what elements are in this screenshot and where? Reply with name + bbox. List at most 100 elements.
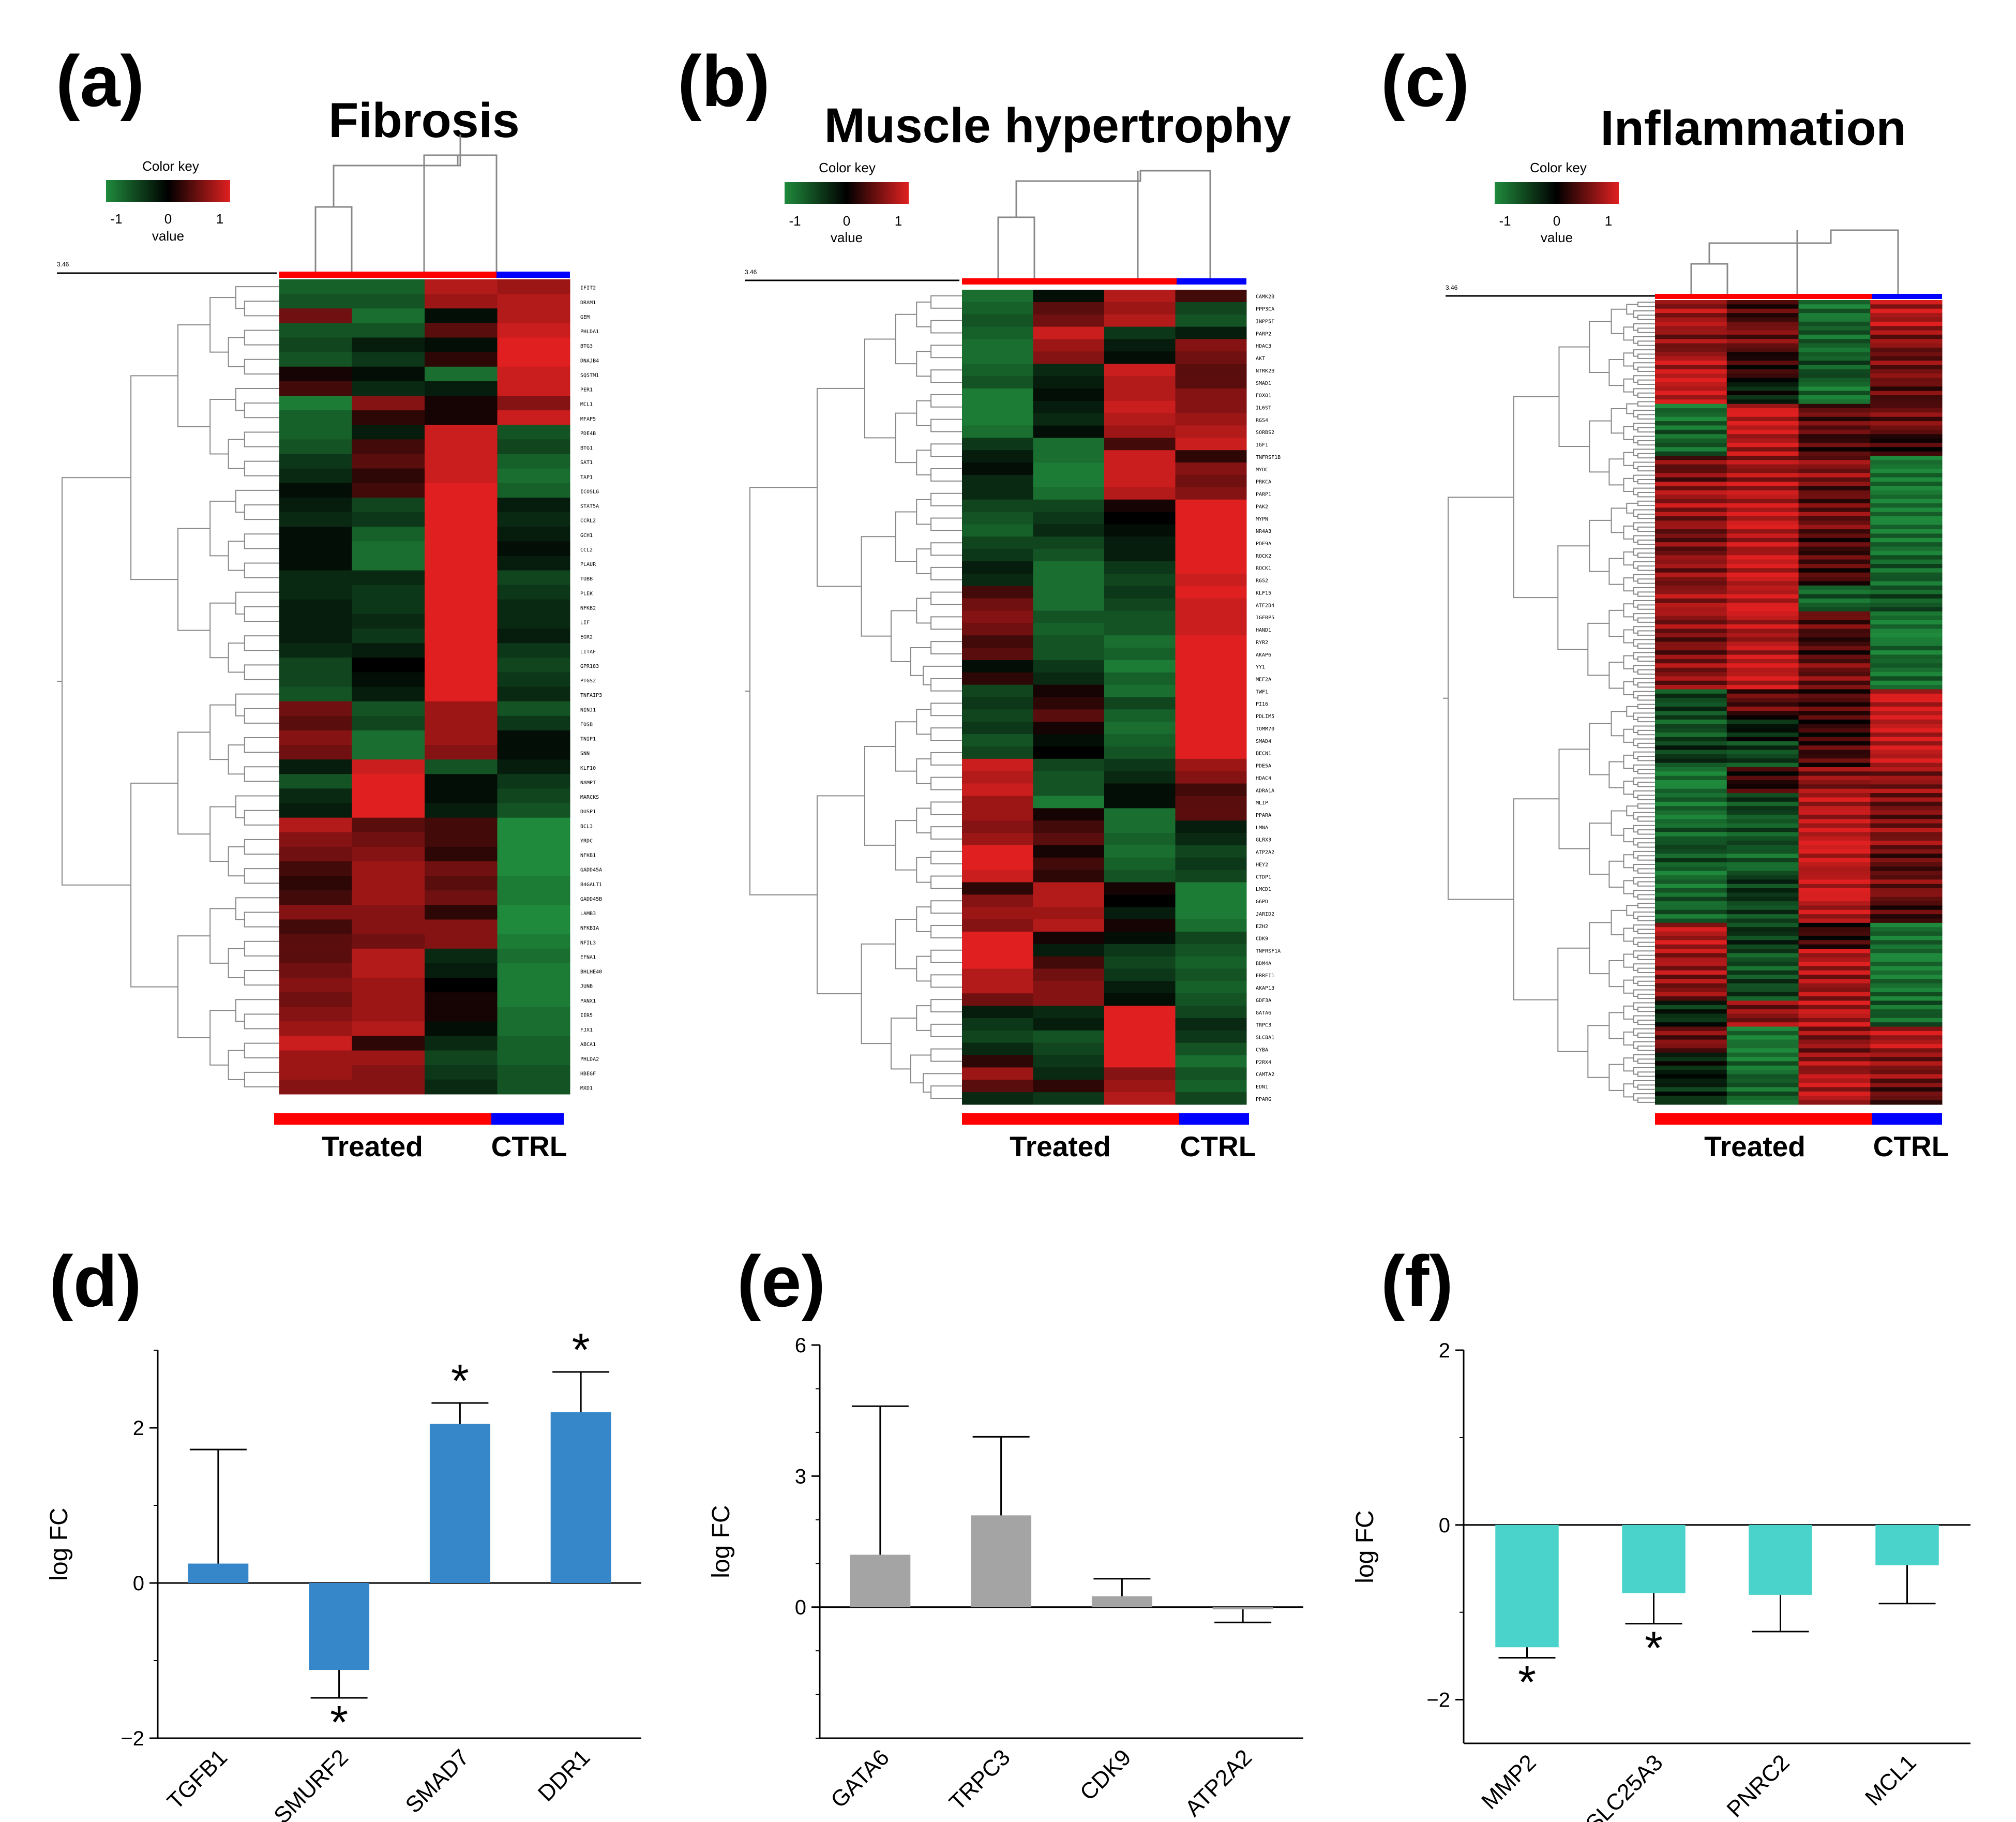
heatmap-cell [1870, 819, 1943, 824]
heatmap-cell [279, 774, 352, 789]
heatmap-row-label: AKAP13 [1256, 985, 1274, 991]
category-label: SMURF2 [269, 1744, 353, 1822]
panel-a-title: Fibrosis [328, 93, 520, 148]
heatmap-cell [1175, 833, 1247, 846]
heatmap-cell [1033, 1055, 1105, 1068]
heatmap-cell [1655, 477, 1727, 482]
heatmap-row-label: ICOSLG [580, 489, 599, 495]
heatmap-row-label: FOSB [580, 722, 593, 727]
heatmap-cell [962, 512, 1033, 525]
heatmap-cell [962, 907, 1033, 920]
heatmap-cell [1655, 892, 1727, 898]
significance-marker: * [1645, 1623, 1663, 1675]
color-key-label: value [152, 228, 184, 244]
heatmap-cell [1870, 996, 1943, 1001]
heatmap-cell [352, 701, 425, 716]
heatmap-cell [352, 788, 425, 803]
heatmap-cell [1798, 520, 1871, 526]
bar [1212, 1607, 1273, 1609]
heatmap-row-label: CYBA [1256, 1047, 1268, 1053]
heatmap-cell [1798, 957, 1871, 962]
heatmap-cell [1726, 836, 1799, 841]
heatmap-cell [1870, 854, 1943, 858]
heatmap-cell [1798, 754, 1871, 759]
heatmap-row-label: YRDC [580, 838, 593, 844]
heatmap-cell [1033, 1067, 1105, 1080]
heatmap-cell [1798, 577, 1871, 581]
heatmap-cell [1726, 879, 1799, 885]
heatmap-cell [279, 629, 352, 644]
heatmap-cell [1798, 1005, 1871, 1010]
heatmap-cell [1870, 845, 1943, 850]
heatmap-cell [962, 820, 1033, 833]
heatmap-cell [1870, 935, 1943, 940]
heatmap-cell [1655, 300, 1727, 305]
heatmap-cell [962, 635, 1033, 648]
heatmap-cell [1655, 537, 1727, 543]
heatmap-cell [497, 366, 570, 382]
heatmap-cell [1870, 737, 1943, 742]
heatmap-cell [1175, 993, 1247, 1006]
heatmap-cell [1033, 586, 1105, 599]
heatmap-cell [1726, 922, 1799, 928]
heatmap-cell [1726, 1031, 1799, 1036]
heatmap-cell [1655, 365, 1727, 370]
heatmap-cell [1726, 788, 1799, 794]
group-label-treated: Treated [1704, 1130, 1806, 1162]
heatmap-cell [1870, 1048, 1943, 1053]
heatmap-cell [1726, 537, 1799, 543]
heatmap-cell [1798, 1083, 1871, 1088]
heatmap-cell [1726, 1065, 1799, 1070]
heatmap-row-label: G6PD [1256, 899, 1268, 905]
heatmap-cell [1655, 525, 1727, 530]
heatmap-cell [425, 1007, 498, 1022]
heatmap-cell [1726, 633, 1799, 638]
heatmap-cell [1033, 734, 1105, 747]
heatmap-cell [1104, 326, 1176, 339]
heatmap-cell [1870, 486, 1943, 491]
heatmap-row-label: AKT [1256, 356, 1265, 362]
heatmap-cell [1033, 1030, 1105, 1043]
heatmap-cell [1798, 841, 1871, 845]
heatmap-row-label: PDLIM5 [1256, 714, 1274, 720]
heatmap-row-label: BTG3 [580, 344, 593, 349]
heatmap-cell [1870, 529, 1943, 534]
heatmap-cell [1798, 542, 1871, 547]
heatmap-cell [1726, 1013, 1799, 1019]
heatmap-cell [279, 381, 352, 396]
heatmap-row-label: SQSTM1 [580, 372, 599, 378]
heatmap-cell [1870, 966, 1943, 971]
heatmap-cell [1798, 585, 1871, 590]
heatmap-cell [1175, 400, 1247, 414]
heatmap-cell [1726, 754, 1799, 759]
heatmap-cell [1798, 733, 1871, 737]
heatmap-cell [1655, 767, 1727, 772]
heatmap-cell [1726, 300, 1799, 305]
heatmap-cell [1798, 849, 1871, 854]
heatmap-cell [962, 672, 1033, 685]
heatmap-cell [1033, 944, 1105, 957]
heatmap-cell [1655, 495, 1727, 500]
group-label-ctrl: CTRL [1180, 1130, 1256, 1162]
heatmap-cell [1798, 875, 1871, 880]
heatmap-cell [1175, 746, 1247, 759]
heatmap-cell [497, 396, 570, 411]
heatmap-cell [1798, 763, 1871, 768]
heatmap-cell [962, 684, 1033, 697]
bar [309, 1583, 370, 1670]
heatmap-cell [1726, 542, 1799, 547]
heatmap-cell [1798, 1043, 1871, 1049]
heatmap-cell [1798, 1026, 1871, 1032]
heatmap-cell [279, 439, 352, 454]
heatmap-cell [497, 512, 570, 527]
heatmap-cell [1798, 537, 1871, 543]
heatmap-cell [1104, 956, 1176, 969]
heatmap-cell [1726, 429, 1799, 435]
heatmap-cell [1798, 356, 1871, 361]
significance-marker: * [330, 1697, 348, 1749]
heatmap-cell [1104, 1042, 1176, 1056]
heatmap-cell [1870, 533, 1943, 539]
heatmap-cell [279, 323, 352, 338]
heatmap-row-label: EGR2 [580, 635, 593, 640]
heatmap-row-label: CCL2 [580, 547, 593, 553]
